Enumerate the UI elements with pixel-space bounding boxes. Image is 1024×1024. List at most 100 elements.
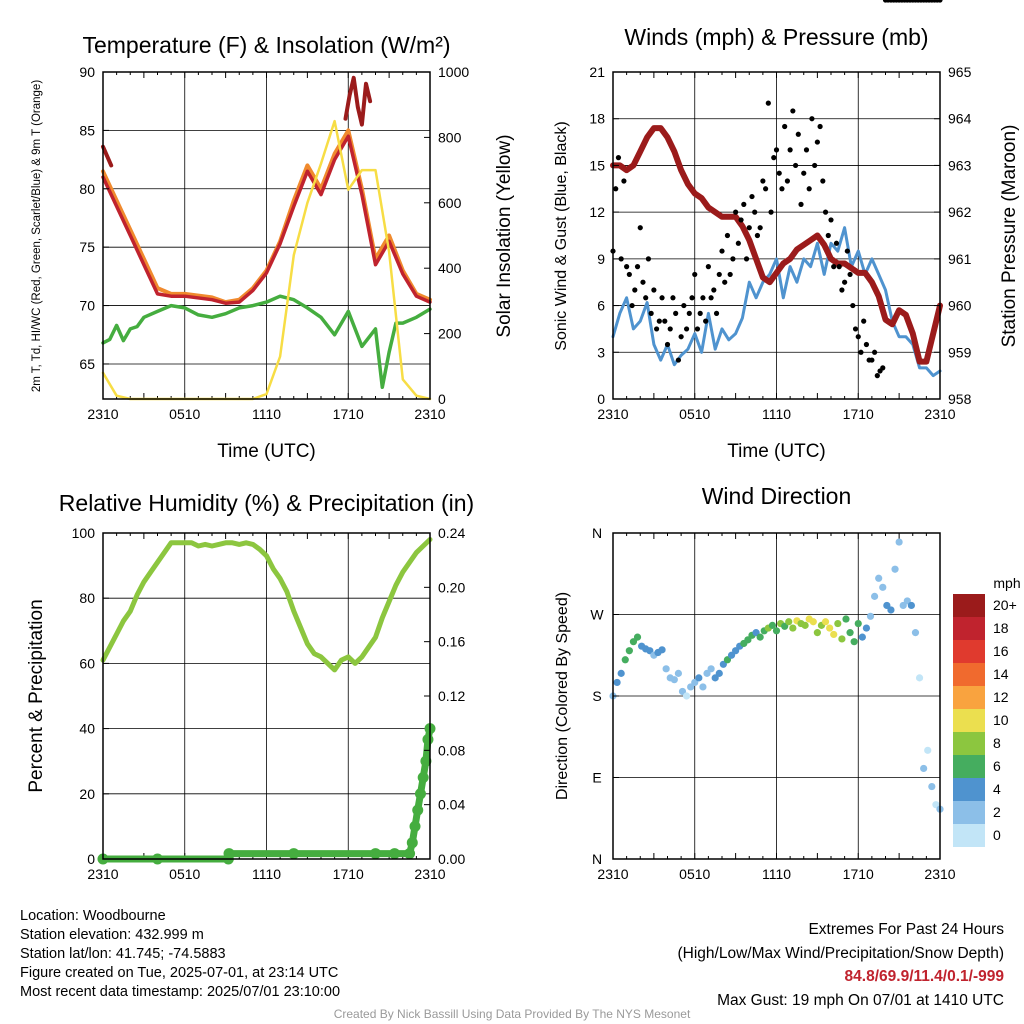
- gust-point: [850, 302, 856, 309]
- y-tick-label: 9: [597, 251, 605, 267]
- gust-point: [752, 209, 758, 215]
- direction-point: [785, 618, 793, 626]
- y-tick-label: 90: [79, 64, 95, 80]
- gust-point: [615, 155, 622, 161]
- legend-swatch: [953, 617, 985, 640]
- gust-point: [626, 271, 632, 278]
- precip-point: [414, 788, 426, 800]
- y-tick-label-right: 0.04: [438, 797, 465, 813]
- y-tick-label: 65: [79, 356, 95, 372]
- direction-point: [715, 669, 723, 677]
- gust-point: [643, 295, 649, 301]
- y-axis-label-right: Station Pressure (Maroon): [999, 125, 1020, 348]
- gust-point: [738, 217, 744, 223]
- y-tick-label-right: 400: [438, 260, 462, 276]
- direction-point: [809, 618, 817, 626]
- gust-point: [624, 264, 630, 270]
- x-tick-label: 1710: [843, 866, 874, 882]
- y-tick-label: 40: [79, 721, 95, 737]
- direction-point: [813, 629, 821, 637]
- y-tick-label: 20: [79, 786, 95, 802]
- legend-label: 16: [993, 643, 1009, 659]
- y-axis-label-right: Solar Insolation (Yellow): [494, 134, 515, 337]
- direction-point: [846, 629, 854, 637]
- gust-point: [722, 279, 728, 285]
- gust-point: [874, 373, 880, 379]
- legend-label: 2: [993, 804, 1001, 820]
- gust-point: [757, 225, 763, 231]
- gust-point: [681, 302, 687, 309]
- legend-swatch: [953, 686, 985, 709]
- y-tick-label-right: 964: [948, 111, 972, 127]
- gust-point: [719, 248, 725, 254]
- gust-point: [708, 295, 714, 301]
- gust-point: [675, 357, 682, 363]
- y-tick-label: 85: [79, 122, 95, 138]
- max-gust: Max Gust: 19 mph On 07/01 at 1410 UTC: [717, 991, 1004, 1009]
- y-tick-label: 80: [79, 181, 95, 197]
- direction-point: [838, 635, 846, 643]
- x-tick-label: 1710: [333, 866, 364, 882]
- gust-point: [640, 279, 646, 285]
- y-tick-label: S: [592, 688, 601, 704]
- gust-point: [779, 186, 785, 192]
- gust-point: [852, 326, 859, 332]
- y-tick-label: 100: [72, 525, 96, 541]
- legend-swatch: [953, 778, 985, 801]
- gust-point: [844, 248, 850, 254]
- y-axis-label-left: 2m T, Td, HI/WC (Red, Green, Scarlet/Blu…: [31, 80, 43, 392]
- gust-point: [817, 123, 823, 130]
- gust-point: [812, 162, 818, 169]
- gust-point: [803, 147, 810, 153]
- direction-point: [768, 621, 777, 629]
- direction-point: [617, 669, 625, 677]
- x-tick-label: 1710: [843, 406, 874, 422]
- gust-point: [798, 201, 804, 207]
- temperature-line-3: [343, 75, 373, 127]
- y-tick-label-right: 0.00: [438, 851, 465, 867]
- gust-point: [880, 365, 886, 371]
- direction-point: [924, 746, 932, 754]
- y-tick-label-right: 0.16: [438, 634, 465, 650]
- gust-point: [659, 295, 665, 301]
- gust-point: [694, 326, 701, 332]
- y-tick-label: 0: [87, 851, 95, 867]
- credit-line: Created By Nick Bassill Using Data Provi…: [333, 1007, 691, 1021]
- gust-point: [632, 287, 638, 293]
- gust-point: [735, 240, 741, 246]
- gust-point: [700, 295, 706, 301]
- y-tick-label-right: 965: [948, 64, 972, 80]
- x-tick-label: 2310: [87, 866, 118, 882]
- precip-point: [223, 848, 235, 860]
- y-tick-label-right: 959: [948, 344, 972, 360]
- gust-point: [724, 232, 731, 239]
- temperature-line-4: [101, 294, 432, 390]
- x-axis-label: Time (UTC): [727, 441, 826, 462]
- y-tick-label-right: 0.08: [438, 742, 465, 758]
- direction-point: [920, 764, 928, 773]
- precip-point: [406, 837, 418, 849]
- y-tick-label: 6: [597, 298, 605, 314]
- gust-point: [782, 123, 788, 130]
- x-tick-label: 0510: [679, 866, 710, 882]
- x-tick-label: 1110: [252, 406, 281, 422]
- gust-point: [689, 295, 695, 301]
- direction-point: [801, 621, 809, 629]
- legend-label: 18: [993, 620, 1009, 636]
- y-tick-label-right: 0: [438, 391, 446, 407]
- gust-point: [814, 139, 820, 145]
- y-axis-label-left: Sonic Wind & Gust (Blue, Black): [553, 121, 570, 350]
- gust-point: [765, 100, 771, 106]
- direction-point: [928, 782, 936, 791]
- gust-point: [705, 264, 711, 270]
- gust-point: [678, 334, 684, 340]
- gust-point: [790, 108, 796, 114]
- station-elevation: Station elevation: 432.999 m: [20, 927, 204, 943]
- panel-humidity: 0 20 40 60 80 100 0.00 0.04 0.08 0.12 0.16 0.20 0.24…: [59, 490, 474, 882]
- station-location: Location: Woodbourne: [20, 908, 166, 924]
- direction-point: [879, 583, 887, 591]
- gust-point: [754, 232, 761, 239]
- gust-point: [872, 349, 878, 355]
- y-tick-label-right: 600: [438, 195, 462, 211]
